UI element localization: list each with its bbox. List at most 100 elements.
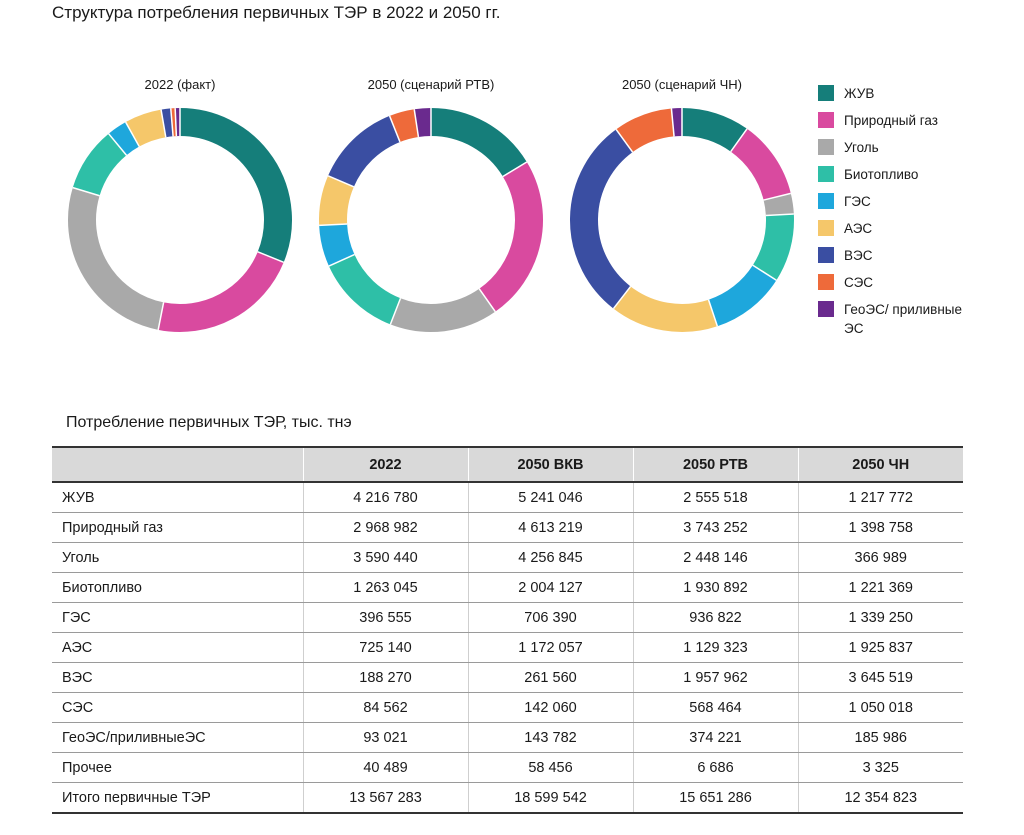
donut-slice-5 bbox=[319, 223, 355, 267]
legend-swatch bbox=[818, 112, 834, 128]
table-cell: 2 004 127 bbox=[467, 572, 633, 603]
table-cell: 396 555 bbox=[302, 602, 468, 633]
row-label: АЭС bbox=[52, 632, 303, 663]
donut-chart-2022 bbox=[68, 108, 292, 332]
legend-swatch bbox=[818, 220, 834, 236]
column-header: 2050 ЧН bbox=[797, 446, 963, 483]
table-cell: 3 645 519 bbox=[797, 662, 963, 693]
legend-label: Биотопливо bbox=[844, 167, 919, 182]
table-row: Прочее 40 489 58 456 6 686 3 325 bbox=[52, 752, 963, 783]
table-cell: 366 989 bbox=[797, 542, 963, 573]
table-cell: 84 562 bbox=[302, 692, 468, 723]
table-row: Биотопливо 1 263 045 2 004 127 1 930 892… bbox=[52, 572, 963, 603]
row-label: Природный газ bbox=[52, 512, 303, 543]
donut-slice-4 bbox=[72, 133, 127, 197]
legend-item: ВЭС bbox=[818, 246, 1018, 265]
table-cell: 18 599 542 bbox=[467, 782, 633, 814]
table-cell: 4 613 219 bbox=[467, 512, 633, 543]
donut-slice-3 bbox=[763, 193, 794, 216]
table-cell: 1 930 892 bbox=[632, 572, 798, 603]
table-cell: 185 986 bbox=[797, 722, 963, 753]
table-cell: 706 390 bbox=[467, 602, 633, 633]
donut-slice-6 bbox=[319, 175, 355, 226]
row-label: ГЭС bbox=[52, 602, 303, 633]
legend-swatch bbox=[818, 274, 834, 290]
donut-slice-5 bbox=[108, 122, 140, 156]
slice-separator bbox=[327, 175, 355, 188]
table-cell: 2 448 146 bbox=[632, 542, 798, 573]
table-cell: 2 555 518 bbox=[632, 482, 798, 513]
legend-item: ГеоЭС/ приливныеЭС bbox=[818, 300, 1018, 338]
table-row: ЖУВ 4 216 780 5 241 046 2 555 518 1 217 … bbox=[52, 482, 963, 513]
table-cell: 568 464 bbox=[632, 692, 798, 723]
donut-slice-8 bbox=[389, 109, 419, 143]
legend-label: СЭС bbox=[844, 275, 874, 290]
donut-slice-2 bbox=[158, 251, 284, 332]
table-cell: 1 221 369 bbox=[797, 572, 963, 603]
slice-separator bbox=[763, 192, 791, 201]
legend-label: ВЭС bbox=[844, 248, 873, 263]
table-row: АЭС 725 140 1 172 057 1 129 323 1 925 83… bbox=[52, 632, 963, 663]
slice-separator bbox=[389, 298, 402, 325]
slice-separator bbox=[765, 213, 794, 217]
legend-swatch bbox=[818, 247, 834, 263]
column-header: 2022 bbox=[302, 446, 468, 483]
legend-item: Биотопливо bbox=[818, 165, 1018, 184]
donut-slice-3 bbox=[68, 187, 165, 330]
donut-slice-5 bbox=[708, 264, 777, 327]
table-cell: 13 567 283 bbox=[302, 782, 468, 814]
table-cell: 188 270 bbox=[302, 662, 468, 693]
table-cell: 142 060 bbox=[467, 692, 633, 723]
table-cell: 1 263 045 bbox=[302, 572, 468, 603]
donut-slice-1 bbox=[430, 108, 527, 177]
row-label: СЭС bbox=[52, 692, 303, 723]
donut-slice-7 bbox=[328, 115, 401, 188]
slice-separator bbox=[124, 121, 140, 147]
table-cell: 3 590 440 bbox=[302, 542, 468, 573]
legend-label: Уголь bbox=[844, 140, 879, 155]
table-cell: 40 489 bbox=[302, 752, 468, 783]
donut-slice-9 bbox=[414, 108, 432, 137]
legend-label: ГеоЭС/ приливныеЭС bbox=[844, 302, 962, 336]
table-cell: 4 216 780 bbox=[302, 482, 468, 513]
donut-title-2050-chn: 2050 (сценарий ЧН) bbox=[621, 77, 743, 92]
table-cell: 1 957 962 bbox=[632, 662, 798, 693]
slice-separator bbox=[707, 299, 719, 327]
table-cell: 2 968 982 bbox=[302, 512, 468, 543]
column-header: 2050 ВКВ bbox=[467, 446, 633, 483]
table-cell: 261 560 bbox=[467, 662, 633, 693]
row-label: ГеоЭС/приливныеЭС bbox=[52, 722, 303, 753]
donut-slice-7 bbox=[570, 129, 633, 309]
table-title: Потребление первичных ТЭР, тыс. тнэ bbox=[66, 414, 352, 431]
table-cell: 1 172 057 bbox=[467, 632, 633, 663]
slice-separator bbox=[670, 108, 675, 137]
slice-separator bbox=[319, 223, 348, 227]
table-cell: 374 221 bbox=[632, 722, 798, 753]
column-header bbox=[52, 446, 303, 483]
column-header: 2050 РТВ bbox=[632, 446, 798, 483]
legend-swatch bbox=[818, 85, 834, 101]
page-title: Структура потребления первичных ТЭР в 20… bbox=[52, 3, 501, 22]
slice-separator bbox=[502, 161, 528, 178]
legend-label: ЖУВ bbox=[844, 86, 875, 101]
donut-slice-6 bbox=[125, 109, 167, 147]
table-cell: 1 398 758 bbox=[797, 512, 963, 543]
slice-separator bbox=[108, 133, 128, 156]
donut-title-2050-rtv: 2050 (сценарий РТВ) bbox=[367, 77, 495, 92]
slice-separator bbox=[615, 128, 634, 153]
slice-separator bbox=[72, 186, 100, 197]
donut-slice-4 bbox=[752, 214, 794, 281]
table-cell: 725 140 bbox=[302, 632, 468, 663]
legend-item: АЭС bbox=[818, 219, 1018, 238]
table-row: ВЭС 188 270 261 560 1 957 962 3 645 519 bbox=[52, 662, 963, 693]
table-cell: 1 050 018 bbox=[797, 692, 963, 723]
table-cell: 1 217 772 bbox=[797, 482, 963, 513]
row-label: Биотопливо bbox=[52, 572, 303, 603]
slice-separator bbox=[328, 253, 355, 267]
legend-swatch bbox=[818, 166, 834, 182]
row-label: ЖУВ bbox=[52, 482, 303, 513]
table-cell: 5 241 046 bbox=[467, 482, 633, 513]
slice-separator bbox=[730, 128, 748, 153]
table-cell: 143 782 bbox=[467, 722, 633, 753]
table-cell: 15 651 286 bbox=[632, 782, 798, 814]
